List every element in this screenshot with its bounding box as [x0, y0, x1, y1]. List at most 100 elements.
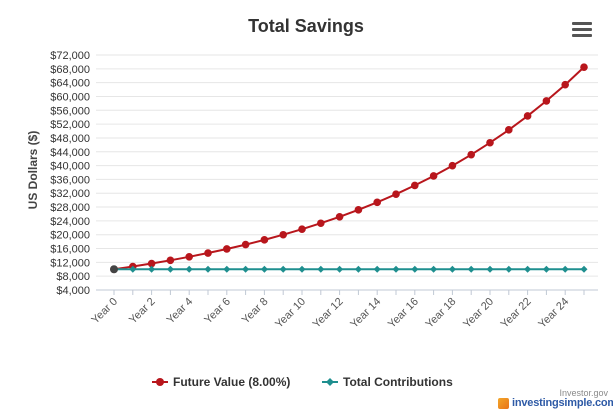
data-point[interactable] [241, 240, 250, 249]
data-point[interactable] [373, 198, 382, 207]
data-point[interactable] [335, 212, 344, 221]
y-tick-label: $48,000 [50, 133, 90, 145]
data-point[interactable] [448, 161, 457, 170]
y-tick-label: $64,000 [50, 78, 90, 90]
x-tick-label: Year 14 [348, 296, 383, 331]
data-point[interactable] [317, 265, 325, 273]
watermark: Investor.gov investingsimple.com [498, 388, 613, 414]
chart-title: Total Savings [248, 16, 364, 36]
data-point[interactable] [354, 206, 363, 214]
data-point[interactable] [185, 253, 193, 261]
y-tick-label: $4,000 [56, 285, 90, 297]
y-tick-label: $52,000 [50, 119, 90, 131]
data-point[interactable] [336, 265, 344, 273]
data-point[interactable] [561, 265, 569, 273]
legend-item[interactable]: Total Contributions [322, 375, 453, 389]
data-point[interactable] [392, 190, 400, 198]
x-tick-label: Year 22 [499, 296, 534, 331]
y-tick-label: $36,000 [50, 174, 90, 186]
y-tick-label: $60,000 [50, 91, 90, 103]
y-tick-label: $32,000 [50, 188, 90, 200]
series-2 [110, 265, 588, 273]
data-point[interactable] [279, 265, 287, 273]
data-point[interactable] [223, 245, 231, 253]
data-point[interactable] [524, 265, 532, 273]
series-layer [110, 63, 588, 274]
logo-icon [498, 398, 509, 409]
x-tick-label: Year 0 [89, 296, 120, 327]
data-point[interactable] [505, 265, 513, 273]
data-point[interactable] [166, 256, 175, 265]
data-point[interactable] [260, 265, 268, 273]
watermark-top-text: Investor.gov [559, 388, 608, 398]
legend-marker [326, 378, 334, 386]
x-tick-label: Year 12 [311, 296, 346, 331]
data-point[interactable] [260, 236, 269, 244]
y-tick-label: $40,000 [50, 161, 90, 173]
legend: Future Value (8.00%) Total Contributions [152, 375, 453, 389]
x-tick-label: Year 10 [273, 296, 308, 331]
data-point[interactable] [204, 265, 212, 273]
data-point[interactable] [467, 150, 476, 159]
data-point[interactable] [242, 265, 250, 273]
y-tick-label: $68,000 [50, 64, 90, 76]
data-point[interactable] [411, 181, 419, 190]
data-point[interactable] [429, 172, 438, 180]
watermark-main-text: investingsimple.com [512, 397, 613, 409]
x-tick-label: Year 2 [127, 296, 158, 327]
y-tick-label: $12,000 [50, 257, 90, 269]
y-tick-label: $24,000 [50, 216, 90, 228]
data-point[interactable] [486, 265, 494, 273]
legend-label: Future Value (8.00%) [173, 375, 290, 389]
x-tick-label: Year 4 [165, 296, 196, 327]
data-point[interactable] [448, 265, 456, 273]
y-tick-label: $20,000 [50, 230, 90, 242]
data-point[interactable] [354, 265, 362, 273]
data-point[interactable] [298, 265, 306, 273]
data-point[interactable] [580, 265, 588, 273]
hamburger-menu-icon[interactable] [572, 22, 592, 38]
y-tick-label: $56,000 [50, 105, 90, 117]
data-point[interactable] [392, 265, 400, 273]
y-tick-label: $28,000 [50, 202, 90, 214]
data-point[interactable] [542, 97, 551, 105]
data-point[interactable] [317, 219, 325, 228]
x-tick-label: Year 6 [202, 296, 233, 327]
legend-label: Total Contributions [343, 375, 453, 389]
y-tick-label: $16,000 [50, 244, 90, 256]
data-point[interactable] [486, 138, 494, 147]
data-point[interactable] [298, 225, 306, 234]
data-point[interactable] [129, 265, 137, 273]
series-1 [110, 63, 588, 274]
x-tick-label: Year 24 [536, 296, 571, 331]
data-point[interactable] [223, 265, 231, 273]
data-point[interactable] [166, 265, 174, 273]
data-point[interactable] [373, 265, 381, 273]
y-axis-ticks: $4,000 $8,000 $12,000$16,000 $20,000 $24,000… [50, 50, 90, 297]
data-point[interactable] [185, 265, 193, 273]
data-point[interactable] [148, 265, 156, 273]
data-point[interactable] [467, 265, 475, 273]
x-axis-ticks: Year 0 Year 2 Year 4 Year 6 Year 8 Year 10 Yea… [89, 296, 571, 331]
data-point[interactable] [204, 249, 212, 257]
grid [96, 54, 598, 291]
y-tick-label: $44,000 [50, 147, 90, 159]
data-point[interactable] [110, 265, 118, 274]
y-tick-label: $8,000 [56, 271, 90, 283]
data-point[interactable] [580, 63, 588, 71]
data-point[interactable] [505, 126, 513, 134]
data-point[interactable] [411, 265, 419, 273]
data-point[interactable] [542, 265, 550, 273]
data-point[interactable] [523, 112, 532, 120]
x-tick-label: Year 20 [461, 296, 496, 331]
series-line [113, 66, 585, 271]
x-tick-label: Year 8 [240, 296, 271, 327]
data-point[interactable] [561, 80, 569, 89]
data-point[interactable] [147, 259, 156, 268]
data-point[interactable] [430, 265, 438, 273]
y-axis-label: US Dollars ($) [26, 131, 40, 210]
legend-item[interactable]: Future Value (8.00%) [152, 375, 290, 389]
x-tick-label: Year 18 [423, 296, 458, 331]
data-point[interactable] [279, 230, 288, 239]
